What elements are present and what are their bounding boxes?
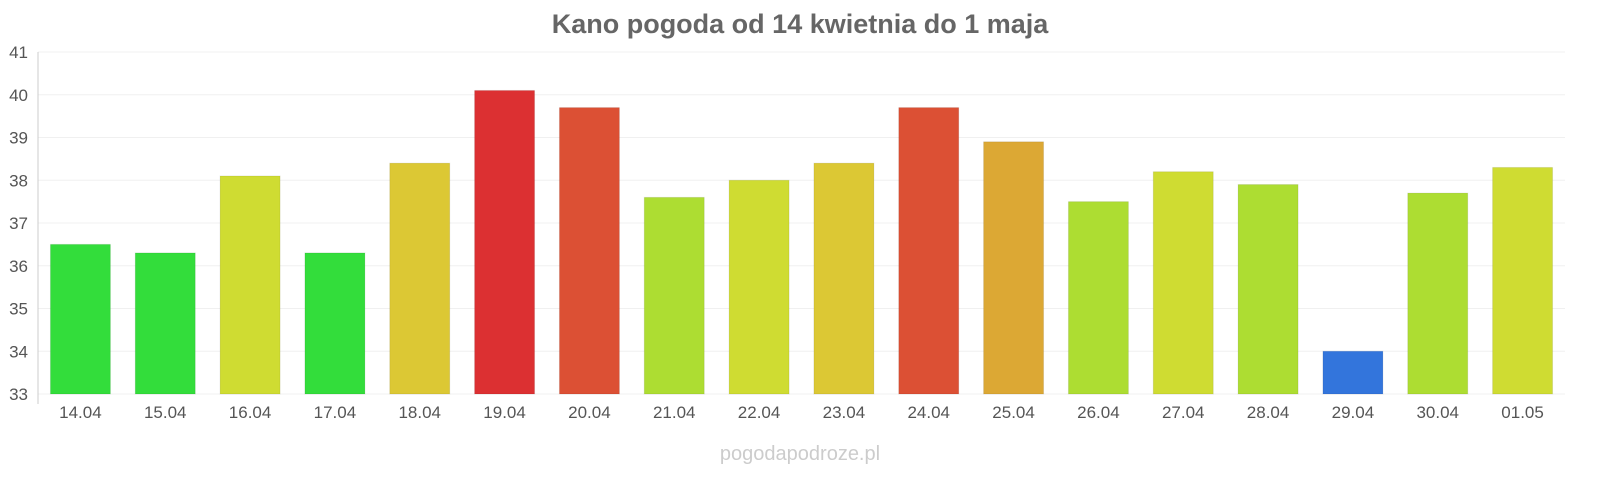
x-tick-label: 28.04 xyxy=(1247,403,1290,422)
bar-30.04[interactable] xyxy=(1407,192,1469,395)
x-tick-label: 19.04 xyxy=(483,403,526,422)
bar-22.04[interactable] xyxy=(728,179,790,395)
x-tick-label: 18.04 xyxy=(398,403,441,422)
y-tick-label: 34 xyxy=(9,342,28,361)
y-tick-label: 33 xyxy=(9,385,28,404)
bar-25.04[interactable] xyxy=(983,141,1045,395)
bar-23.04[interactable] xyxy=(813,162,875,395)
bar-19.04[interactable] xyxy=(474,89,536,395)
bar-01.05[interactable] xyxy=(1492,166,1554,395)
y-tick-label: 35 xyxy=(9,300,28,319)
bar-26.04[interactable] xyxy=(1067,201,1129,395)
y-tick-label: 40 xyxy=(9,86,28,105)
chart-title: Kano pogoda od 14 kwietnia do 1 maja xyxy=(552,9,1050,39)
y-tick-label: 38 xyxy=(9,171,28,190)
x-tick-label: 24.04 xyxy=(907,403,950,422)
x-tick-label: 27.04 xyxy=(1162,403,1205,422)
bar-14.04[interactable] xyxy=(49,243,111,395)
x-tick-label: 21.04 xyxy=(653,403,696,422)
x-tick-label: 26.04 xyxy=(1077,403,1120,422)
bar-21.04[interactable] xyxy=(643,196,705,395)
bar-29.04[interactable] xyxy=(1322,350,1384,395)
x-tick-label: 30.04 xyxy=(1416,403,1459,422)
watermark: pogodapodroze.pl xyxy=(720,443,880,465)
x-tick-label: 23.04 xyxy=(823,403,866,422)
x-tick-label: 17.04 xyxy=(314,403,357,422)
bar-15.04[interactable] xyxy=(134,252,196,395)
bar-20.04[interactable] xyxy=(558,107,620,395)
x-tick-label: 15.04 xyxy=(144,403,187,422)
bar-28.04[interactable] xyxy=(1237,184,1299,395)
y-tick-label: 41 xyxy=(9,43,28,62)
bar-24.04[interactable] xyxy=(898,107,960,395)
y-tick-label: 37 xyxy=(9,214,28,233)
x-tick-label: 20.04 xyxy=(568,403,611,422)
bar-16.04[interactable] xyxy=(219,175,281,395)
x-tick-label: 16.04 xyxy=(229,403,272,422)
bar-18.04[interactable] xyxy=(389,162,451,395)
bar-17.04[interactable] xyxy=(304,252,366,395)
x-tick-label: 01.05 xyxy=(1501,403,1544,422)
y-tick-label: 39 xyxy=(9,129,28,148)
x-tick-label: 25.04 xyxy=(992,403,1035,422)
bar-27.04[interactable] xyxy=(1152,171,1214,395)
y-tick-label: 36 xyxy=(9,257,28,276)
x-tick-label: 29.04 xyxy=(1332,403,1375,422)
x-tick-label: 22.04 xyxy=(738,403,781,422)
x-tick-label: 14.04 xyxy=(59,403,102,422)
